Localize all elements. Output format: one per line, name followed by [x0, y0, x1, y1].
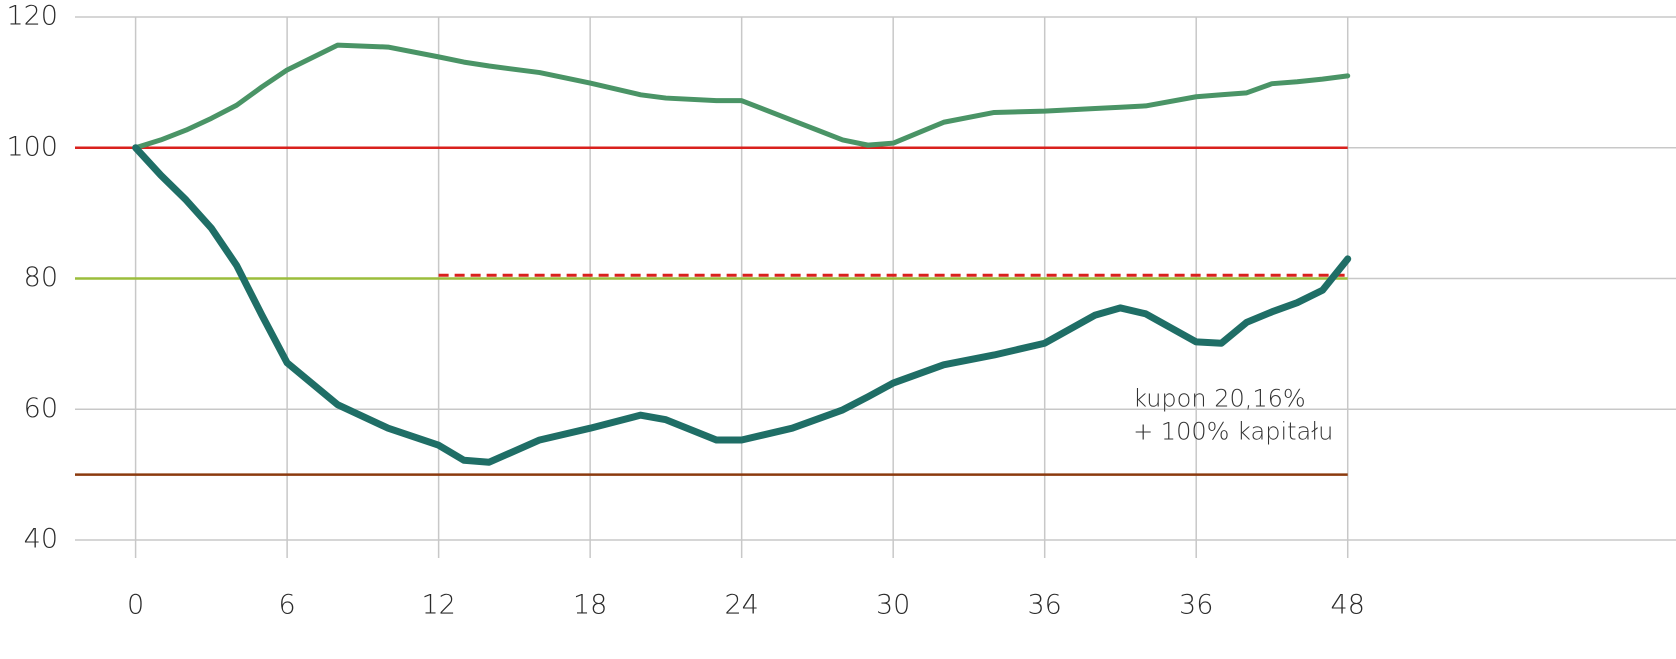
x-tick-label: 12	[421, 590, 455, 621]
y-tick-label: 60	[24, 393, 58, 424]
x-tick-label: 36	[1028, 590, 1062, 621]
annotation: + 100% kapitału	[1133, 417, 1333, 445]
x-tick-label: 48	[1331, 590, 1365, 621]
x-tick-label: 30	[876, 590, 910, 621]
x-tick-label: 36	[1179, 590, 1213, 621]
y-tick-label: 120	[6, 1, 58, 32]
y-tick-label: 80	[24, 262, 58, 293]
data-line	[132, 144, 1352, 466]
x-tick-label: 24	[724, 590, 758, 621]
data-line	[133, 42, 1351, 151]
y-tick-label: 100	[6, 131, 58, 162]
x-tick-label: 0	[127, 590, 144, 621]
x-tick-label: 6	[279, 590, 296, 621]
x-tick-label: 18	[573, 590, 607, 621]
y-tick-label: 40	[24, 524, 58, 555]
annotation: kupon 20,16%	[1133, 384, 1306, 412]
